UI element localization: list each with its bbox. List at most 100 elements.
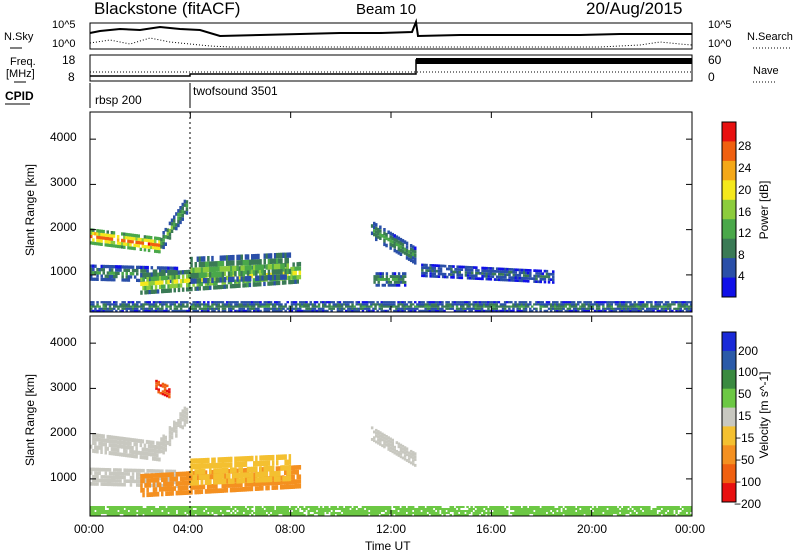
echo-cell	[150, 305, 154, 308]
echo-cell	[568, 303, 572, 306]
echo-cell	[545, 275, 549, 279]
echo-cell	[207, 305, 210, 308]
echo-cell	[512, 279, 515, 282]
echo-cell	[512, 309, 515, 312]
echo-cell	[531, 510, 534, 512]
echo-cell	[96, 514, 99, 516]
echo-cell	[543, 510, 547, 512]
echo-cell	[98, 271, 101, 275]
echo-cell	[399, 278, 403, 281]
echo-cell	[106, 264, 110, 269]
echo-cell	[276, 258, 279, 264]
echo-cell	[479, 277, 482, 281]
echo-cell	[284, 268, 287, 275]
echo-cell	[244, 468, 247, 473]
echo-cell	[483, 305, 486, 308]
echo-cell	[409, 244, 413, 248]
echo-cell	[616, 303, 620, 306]
echo-cell	[152, 301, 156, 304]
echo-cell	[418, 514, 421, 516]
echo-cell	[399, 514, 402, 516]
echo-cell	[127, 278, 131, 282]
echo-cell	[307, 305, 310, 308]
echo-cell	[161, 269, 164, 273]
echo-cell	[152, 272, 156, 277]
echo-cell	[431, 264, 434, 267]
echo-cell	[230, 301, 233, 304]
echo-cell	[221, 255, 225, 261]
echo-cell	[292, 514, 296, 516]
echo-cell	[92, 433, 95, 437]
echo-cell	[159, 384, 163, 387]
echo-cell	[381, 283, 384, 287]
echo-cell	[209, 512, 212, 514]
echo-cell	[377, 283, 380, 287]
echo-cell	[196, 286, 199, 291]
echo-cell	[110, 307, 114, 310]
echo-cell	[219, 271, 223, 278]
echo-cell	[127, 468, 131, 473]
echo-cell	[338, 307, 342, 310]
echo-cell	[154, 445, 157, 449]
echo-cell	[379, 225, 382, 230]
echo-cell	[190, 256, 193, 263]
echo-cell	[248, 486, 252, 492]
echo-cell	[424, 309, 427, 312]
echo-cell	[290, 303, 294, 306]
echo-cell	[184, 301, 187, 304]
echo-cell	[108, 482, 112, 487]
echo-cell	[106, 240, 109, 244]
echo-cell	[437, 305, 440, 308]
echo-cell	[397, 508, 400, 510]
echo-cell	[407, 305, 411, 308]
echo-cell	[355, 512, 358, 514]
echo-cell	[145, 238, 149, 242]
echo-cell	[549, 309, 553, 312]
echo-cell	[177, 283, 181, 288]
echo-cell	[375, 223, 378, 227]
echo-cell	[246, 514, 250, 516]
echo-cell	[518, 279, 522, 283]
echo-cell	[372, 307, 375, 310]
echo-cell	[286, 470, 289, 476]
echo-cell	[420, 309, 423, 312]
echo-cell	[127, 514, 131, 516]
echo-cell	[541, 512, 544, 514]
echo-cell	[223, 457, 227, 463]
echo-cell	[524, 305, 528, 308]
echo-cell	[278, 269, 281, 275]
echo-cell	[223, 309, 227, 312]
echo-cell	[422, 305, 425, 308]
echo-cell	[462, 307, 465, 310]
echo-cell	[384, 301, 388, 304]
echo-cell	[147, 245, 151, 249]
echo-cell	[165, 266, 168, 270]
echo-cell	[92, 506, 95, 508]
echo-cell	[127, 508, 131, 510]
echo-cell	[269, 258, 273, 264]
echo-cell	[577, 301, 580, 304]
echo-cell	[560, 307, 563, 310]
echo-cell	[192, 463, 195, 470]
echo-cell	[265, 264, 269, 270]
echo-cell	[188, 278, 191, 283]
echo-cell	[503, 307, 507, 310]
echo-cell	[597, 303, 601, 306]
echo-cell	[646, 508, 649, 510]
echo-cell	[614, 303, 618, 306]
echo-cell	[391, 514, 394, 516]
echo-cell	[478, 301, 482, 304]
echo-cell	[137, 240, 140, 245]
echo-cell	[464, 271, 468, 274]
echo-cell	[512, 508, 515, 510]
echo-cell	[108, 478, 112, 483]
echo-cell	[664, 301, 668, 304]
echo-cell	[244, 265, 248, 271]
echo-cell	[263, 466, 266, 472]
echo-cell	[253, 301, 256, 304]
echo-cell	[395, 441, 399, 445]
echo-cell	[94, 445, 97, 450]
echo-cell	[379, 440, 382, 443]
echo-cell	[133, 508, 137, 510]
echo-cell	[299, 512, 302, 514]
